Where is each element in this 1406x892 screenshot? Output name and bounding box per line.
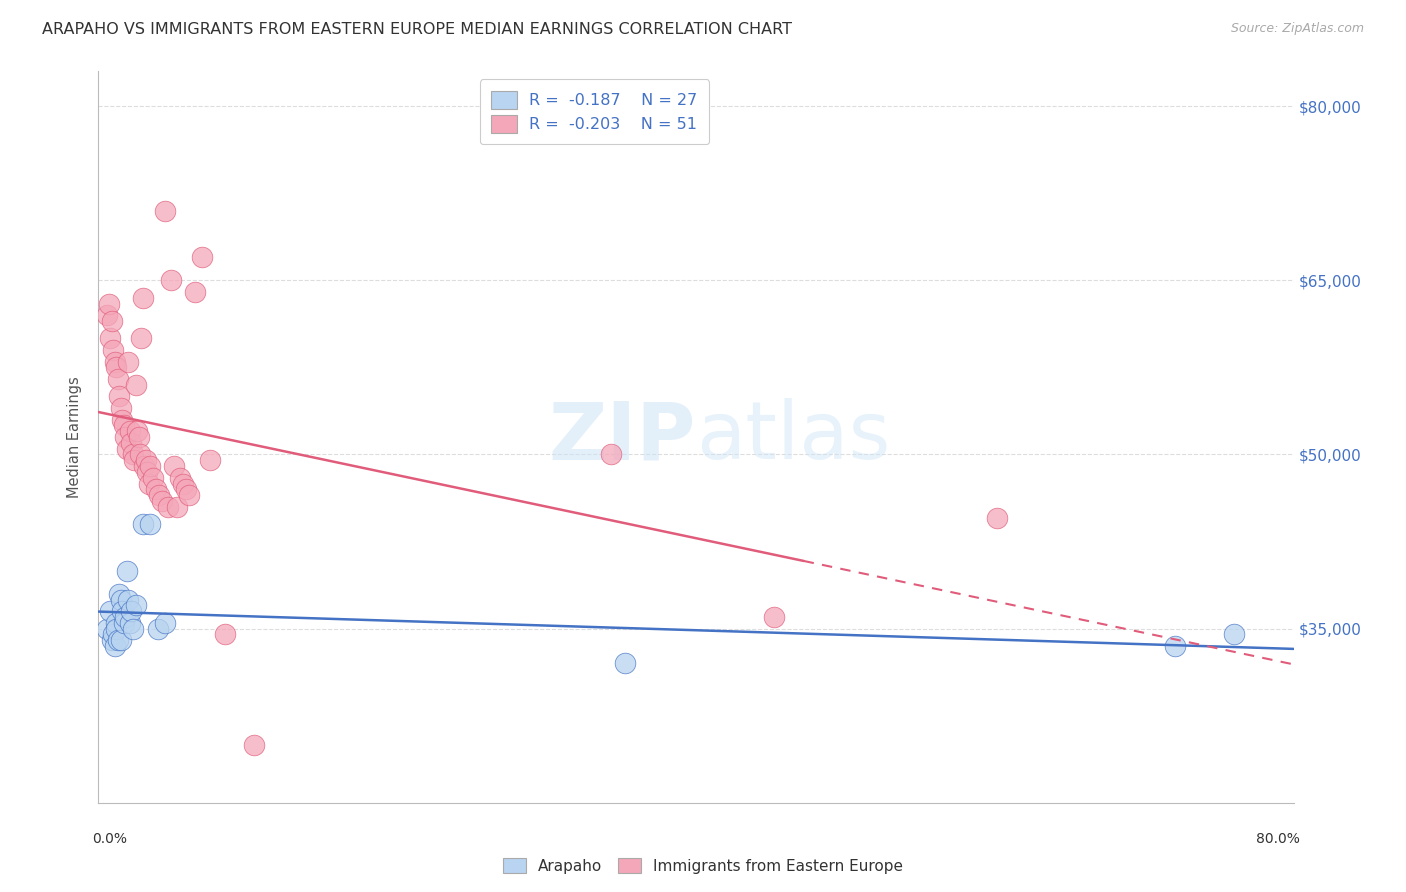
Point xyxy=(214,627,236,641)
Point xyxy=(139,517,162,532)
Point xyxy=(174,483,197,497)
Point xyxy=(114,610,136,624)
Point xyxy=(129,448,152,462)
Point xyxy=(121,448,143,462)
Point xyxy=(198,453,221,467)
Point xyxy=(148,488,170,502)
Point xyxy=(98,331,121,345)
Point xyxy=(110,633,132,648)
Point xyxy=(184,285,207,299)
Point xyxy=(115,564,138,578)
Text: 0.0%: 0.0% xyxy=(93,832,128,846)
Point xyxy=(101,633,124,648)
Point xyxy=(103,343,125,357)
Point xyxy=(243,738,266,752)
Point xyxy=(163,459,186,474)
Point xyxy=(115,442,138,456)
Point xyxy=(98,604,121,618)
Point xyxy=(191,250,214,264)
Point xyxy=(112,418,135,433)
Point xyxy=(110,401,132,415)
Point xyxy=(122,453,145,467)
Point xyxy=(169,471,191,485)
Point xyxy=(105,622,128,636)
Point xyxy=(118,615,141,630)
Point xyxy=(124,599,146,613)
Point xyxy=(117,354,139,368)
Text: Source: ZipAtlas.com: Source: ZipAtlas.com xyxy=(1230,22,1364,36)
Point xyxy=(986,511,1008,525)
Point xyxy=(614,657,637,671)
Point xyxy=(114,430,136,444)
Point xyxy=(136,465,159,479)
Point xyxy=(599,448,621,462)
Legend: Arapaho, Immigrants from Eastern Europe: Arapaho, Immigrants from Eastern Europe xyxy=(496,852,910,880)
Point xyxy=(103,627,125,641)
Point xyxy=(128,430,150,444)
Point xyxy=(166,500,188,514)
Point xyxy=(132,291,155,305)
Point xyxy=(96,308,118,322)
Point xyxy=(111,412,134,426)
Point xyxy=(131,331,153,345)
Point xyxy=(134,459,156,474)
Point xyxy=(120,436,142,450)
Point xyxy=(104,354,127,368)
Point xyxy=(172,476,194,491)
Point xyxy=(150,494,173,508)
Point xyxy=(118,424,141,438)
Point xyxy=(138,476,160,491)
Point xyxy=(157,500,180,514)
Point xyxy=(111,604,134,618)
Point xyxy=(145,483,167,497)
Point xyxy=(96,622,118,636)
Point xyxy=(121,622,143,636)
Text: ARAPAHO VS IMMIGRANTS FROM EASTERN EUROPE MEDIAN EARNINGS CORRELATION CHART: ARAPAHO VS IMMIGRANTS FROM EASTERN EUROP… xyxy=(42,22,792,37)
Point xyxy=(107,633,129,648)
Point xyxy=(105,360,128,375)
Point xyxy=(112,615,135,630)
Point xyxy=(160,273,183,287)
Point xyxy=(146,622,169,636)
Point xyxy=(110,592,132,607)
Point xyxy=(117,592,139,607)
Point xyxy=(108,587,131,601)
Point xyxy=(132,517,155,532)
Point xyxy=(108,389,131,403)
Point xyxy=(107,372,129,386)
Point xyxy=(105,615,128,630)
Point xyxy=(155,615,177,630)
Point xyxy=(142,471,165,485)
Point xyxy=(135,453,157,467)
Point xyxy=(1164,639,1187,653)
Text: ZIP: ZIP xyxy=(548,398,696,476)
Y-axis label: Median Earnings: Median Earnings xyxy=(67,376,83,498)
Point xyxy=(101,314,124,328)
Point xyxy=(125,424,148,438)
Point xyxy=(155,203,177,218)
Text: 80.0%: 80.0% xyxy=(1256,832,1299,846)
Point xyxy=(762,610,785,624)
Point xyxy=(124,377,146,392)
Text: atlas: atlas xyxy=(696,398,890,476)
Point xyxy=(139,459,162,474)
Point xyxy=(120,604,142,618)
Point xyxy=(1223,627,1246,641)
Point xyxy=(104,639,127,653)
Legend: R =  -0.187    N = 27, R =  -0.203    N = 51: R = -0.187 N = 27, R = -0.203 N = 51 xyxy=(479,79,709,145)
Point xyxy=(177,488,200,502)
Point xyxy=(97,296,120,310)
